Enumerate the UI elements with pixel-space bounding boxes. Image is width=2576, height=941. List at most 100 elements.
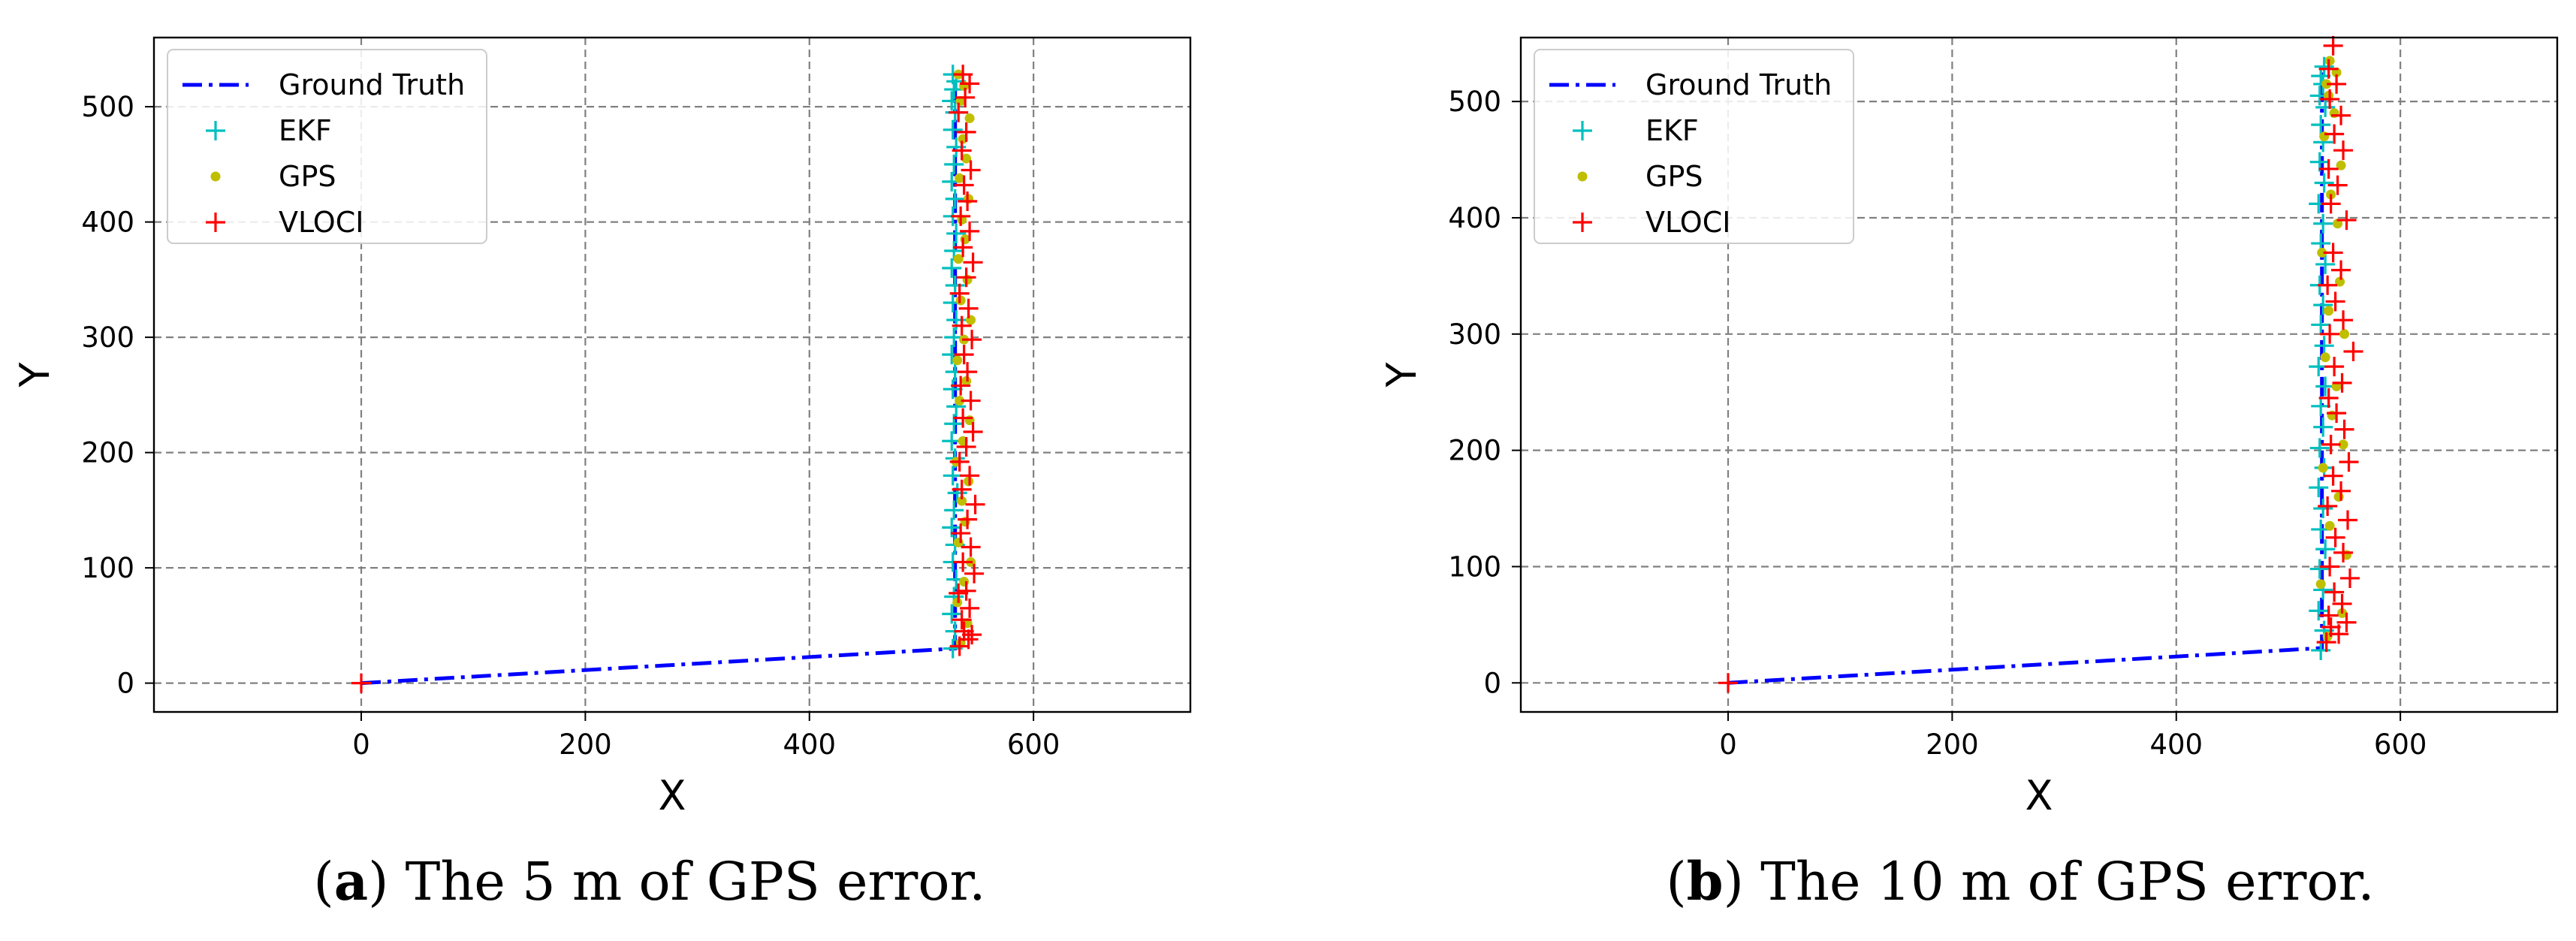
chart-b-y-tick-label: 200 [1448, 435, 1501, 467]
chart-a-vloci-point [956, 581, 976, 601]
chart-a-y-tick-label: 400 [81, 207, 134, 239]
chart-b-y-tick-label: 500 [1448, 86, 1501, 118]
chart-b-vloci-point [2333, 542, 2354, 562]
chart-b-vloci-point [2331, 481, 2351, 501]
chart-a-x-tick-label: 600 [1007, 728, 1060, 761]
chart-a-vloci-point [958, 629, 979, 650]
chart-a-ekf-point [943, 466, 963, 486]
chart-b-vloci-point [2324, 124, 2345, 144]
chart-b-x-axis-label: X [2026, 772, 2053, 819]
chart-b-ekf-point [2315, 97, 2336, 117]
chart-b-gps-point [2339, 329, 2350, 339]
chart-b-legend-label-ground-truth: Ground Truth [1645, 68, 1832, 101]
chart-b-ekf-point [2311, 396, 2331, 416]
chart-b-vloci-point [2336, 210, 2357, 231]
chart-b-ekf-point [2314, 173, 2334, 193]
chart-a-vloci-point [952, 315, 972, 336]
caption-a-letter: a [334, 850, 368, 912]
chart-b-ekf-point [2309, 601, 2329, 621]
chart-b-gps-point [2335, 276, 2345, 287]
chart-b-vloci-point [2331, 260, 2351, 280]
chart-b-ekf-point [2309, 559, 2330, 579]
chart-b-legend-handle-vloci [1573, 213, 1592, 232]
caption-a-text: ) The 5 m of GPS error. [368, 851, 985, 912]
chart-b-legend-label-gps: GPS [1645, 160, 1703, 193]
chart-a-vloci-point [965, 494, 985, 514]
chart-b-vloci-point [1718, 673, 1738, 693]
chart-a-legend-box [167, 49, 487, 244]
chart-b-ekf-point [2315, 254, 2336, 274]
chart-a-vloci-point [960, 221, 980, 241]
chart-b-series-ekf [2309, 56, 2336, 660]
chart-a-vloci-point [952, 610, 972, 630]
chart-a-legend-handle-vloci [206, 213, 225, 232]
chart-a-vloci-point [956, 122, 976, 142]
chart-a-ekf-point [943, 119, 963, 140]
chart-a-ekf-point [946, 223, 967, 243]
chart-b-vloci-point [2320, 556, 2340, 577]
chart-b-vloci-point [2334, 419, 2354, 439]
chart-b-vloci-point [2325, 291, 2345, 312]
chart-b-ekf-point [2309, 478, 2329, 498]
chart-a-gps-point [952, 355, 963, 366]
chart-a-y-tick-label: 0 [116, 668, 134, 700]
chart-b-vloci-point [2324, 357, 2345, 377]
chart-a-vloci-point [956, 267, 976, 288]
chart-b-vloci-point [2323, 35, 2343, 56]
chart-b-x-tick-label: 200 [1926, 728, 1979, 761]
chart-a-vloci-point [953, 408, 973, 428]
chart-b-y-tick-label: 0 [1483, 667, 1501, 699]
chart-a-x-tick-label: 400 [783, 728, 836, 761]
chart-b-ekf-point [2311, 315, 2331, 335]
chart-b-legend-label-vloci: VLOCI [1645, 206, 1730, 239]
caption-b: (b) The 10 m of GPS error. [1666, 850, 2374, 912]
chart-b-gps-point [2338, 439, 2348, 450]
chart-b-vloci-point [2332, 594, 2352, 614]
caption-b-text: ) The 10 m of GPS error. [1724, 851, 2375, 912]
chart-b-ekf-point [2313, 295, 2333, 315]
chart-b-legend-handle-ekf [1573, 121, 1592, 140]
chart-b-ekf-point [2311, 115, 2331, 135]
chart-a-vloci-point [964, 563, 985, 584]
chart-a-vloci-point [958, 509, 978, 529]
chart-b-vloci-point [2343, 342, 2363, 362]
chart-a-gps-point [955, 173, 965, 183]
chart-b-vloci-point [2333, 140, 2354, 161]
chart-a-gps-point [964, 113, 975, 123]
chart-b-ekf-point [2315, 539, 2336, 559]
chart-a-vloci-point [958, 191, 978, 211]
chart-a-vloci-point [961, 537, 981, 557]
chart-b-vloci-point [2318, 605, 2339, 626]
chart-a-legend-label-ekf: EKF [279, 114, 332, 147]
caption-a-open: ( [313, 851, 333, 912]
chart-a-vloci-point [962, 625, 982, 645]
chart-a-gps-point [957, 496, 967, 506]
chart-b-legend-handle-gps [1577, 171, 1588, 182]
chart-a-vloci-point [960, 598, 980, 618]
chart-b-gps-point [2318, 463, 2328, 473]
chart-b-y-axis-label: Y [1378, 362, 1425, 388]
chart-a-vloci-point [949, 583, 969, 603]
chart-b-vloci-point [2321, 194, 2341, 214]
chart-b-x-tick-label: 0 [1719, 728, 1737, 761]
chart-a-series-vloci [351, 65, 985, 693]
chart-a-vloci-point [962, 330, 982, 350]
chart-a-vloci-point [951, 206, 971, 226]
chart-a-vloci-point [961, 391, 981, 411]
caption-b-open: ( [1666, 851, 1686, 912]
chart-b-vloci-point [2318, 275, 2338, 295]
chart-b-gps-point [2320, 352, 2330, 363]
chart-a-vloci-point [963, 252, 983, 273]
chart-b-ekf-point [2313, 499, 2333, 519]
chart-b-vloci-point [2323, 243, 2343, 263]
chart-a-vloci-point [952, 479, 972, 499]
chart-b-ekf-point [2313, 417, 2333, 437]
chart-b-ekf-point [2314, 56, 2334, 77]
chart-a-legend-handle-ekf [206, 121, 225, 140]
chart-a-vloci-point [951, 523, 971, 544]
chart-a-ekf-point [945, 189, 965, 209]
chart-b-vloci-point [2327, 74, 2347, 94]
chart-b-vloci-point [2318, 158, 2339, 179]
chart-a-vloci-point [952, 140, 972, 161]
